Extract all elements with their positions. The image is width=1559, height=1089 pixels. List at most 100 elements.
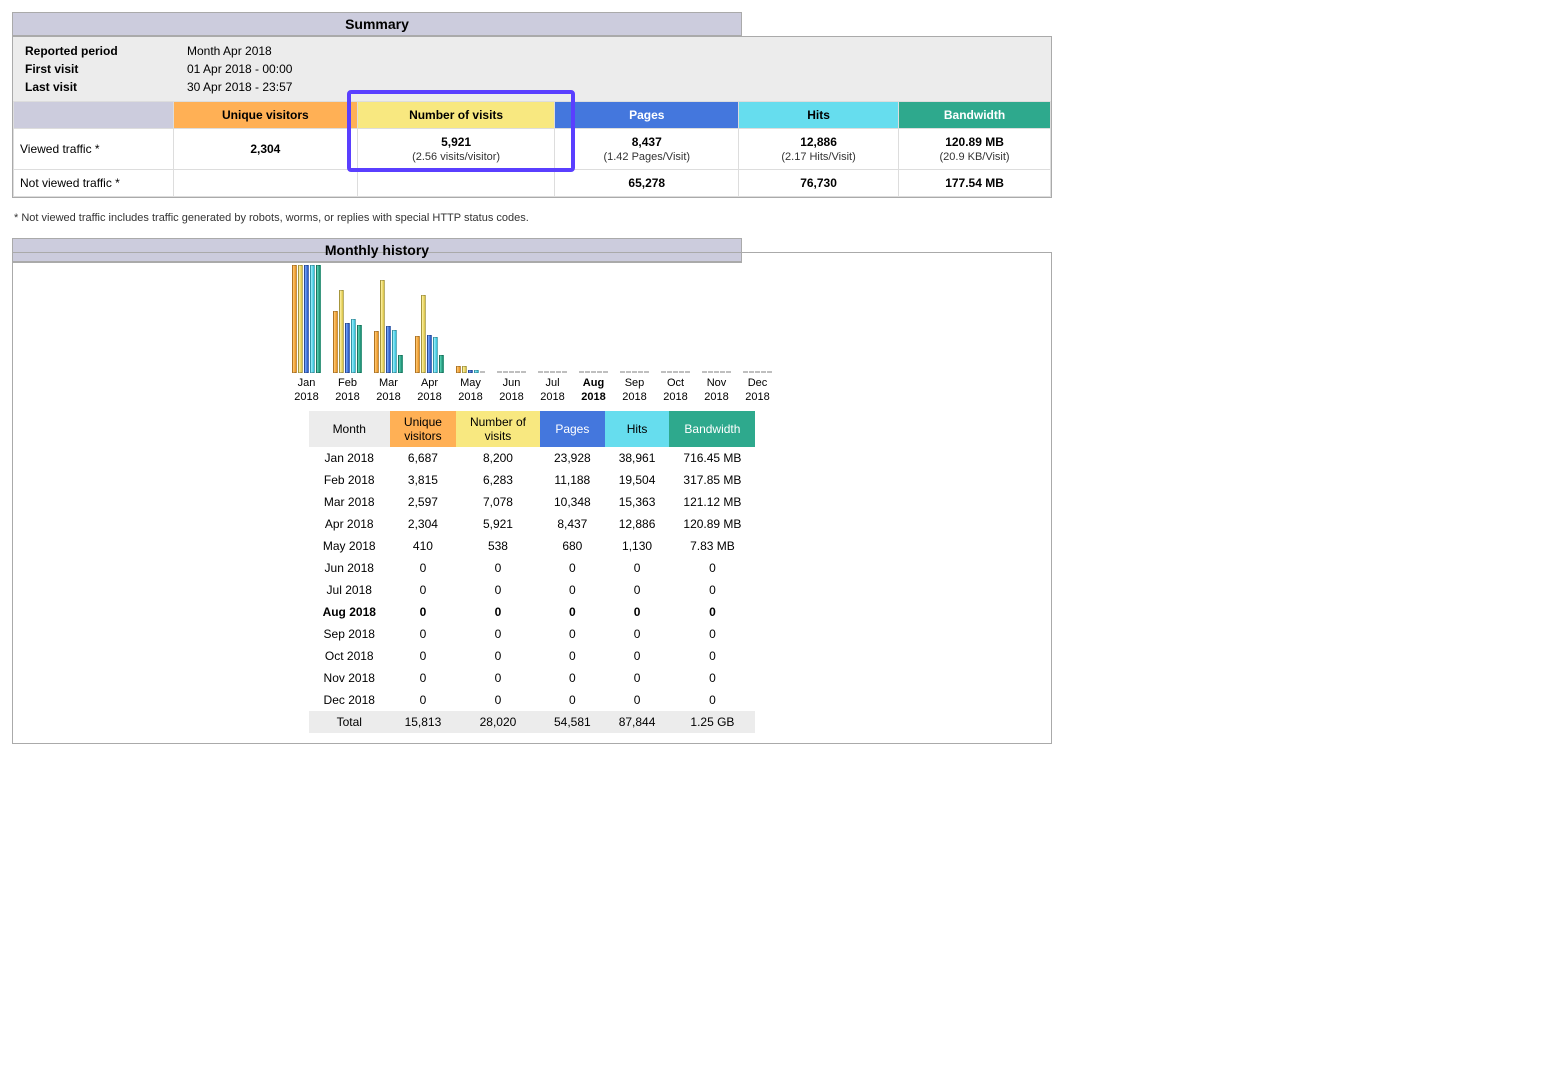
- chart-month-label: Sep2018: [620, 377, 649, 405]
- chart-month[interactable]: May2018: [456, 263, 485, 405]
- monthly-cell: 0: [456, 557, 540, 579]
- monthly-row: Jun 201800000: [309, 557, 756, 579]
- monthly-table: Month Uniquevisitors Number ofvisits Pag…: [309, 411, 756, 733]
- monthly-cell: 0: [605, 557, 670, 579]
- summary-panel: Summary Reported period Month Apr 2018 F…: [12, 12, 1052, 198]
- chart-month-label: Jul2018: [538, 377, 567, 405]
- chart-bar-hit: [556, 371, 561, 373]
- chart-month-label: Aug2018: [579, 377, 608, 405]
- monthly-cell: Sep 2018: [309, 623, 390, 645]
- monthly-row: Apr 20182,3045,9218,43712,886120.89 MB: [309, 513, 756, 535]
- monthly-cell: 0: [456, 601, 540, 623]
- chart-bar-pg: [345, 323, 350, 373]
- monthly-cell: Jul 2018: [309, 579, 390, 601]
- notviewed-hit: 76,730: [739, 170, 899, 197]
- summary-header-hit: Hits: [739, 102, 899, 129]
- notviewed-pg: 65,278: [555, 170, 739, 197]
- chart-bar-bw: [439, 355, 444, 373]
- monthly-cell: 0: [390, 667, 456, 689]
- monthly-cell: Feb 2018: [309, 469, 390, 491]
- chart-month[interactable]: Oct2018: [661, 263, 690, 405]
- summary-row-viewed: Viewed traffic * 2,304 5,921(2.56 visits…: [14, 129, 1051, 170]
- mt-header-pg: Pages: [540, 411, 605, 447]
- chart-bar-nv: [626, 371, 631, 373]
- chart-bar-uv: [538, 371, 543, 373]
- monthly-cell: 0: [540, 557, 605, 579]
- chart-bar-bw: [398, 355, 403, 373]
- monthly-cell: 1,130: [605, 535, 670, 557]
- monthly-cell: Jan 2018: [309, 447, 390, 469]
- monthly-cell: 716.45 MB: [669, 447, 755, 469]
- monthly-total-cell: 54,581: [540, 711, 605, 733]
- mt-header-nv: Number ofvisits: [456, 411, 540, 447]
- chart-bar-nv: [380, 280, 385, 373]
- summary-footnote: * Not viewed traffic includes traffic ge…: [12, 208, 1547, 238]
- viewed-uv: 2,304: [174, 129, 358, 170]
- monthly-cell: 0: [605, 667, 670, 689]
- chart-bar-hit: [433, 337, 438, 373]
- chart-bar-pg: [509, 371, 514, 373]
- chart-bar-nv: [749, 371, 754, 373]
- chart-month[interactable]: Aug2018: [579, 263, 608, 405]
- monthly-row: Aug 201800000: [309, 601, 756, 623]
- monthly-row: Feb 20183,8156,28311,18819,504317.85 MB: [309, 469, 756, 491]
- notviewed-bw: 177.54 MB: [899, 170, 1051, 197]
- chart-month[interactable]: Nov2018: [702, 263, 731, 405]
- reported-period-value: Month Apr 2018: [183, 43, 296, 59]
- summary-header-blank: [14, 102, 174, 129]
- chart-bar-uv: [456, 366, 461, 373]
- monthly-cell: 538: [456, 535, 540, 557]
- chart-bar-nv: [339, 290, 344, 373]
- chart-month[interactable]: Jun2018: [497, 263, 526, 405]
- monthly-cell: 0: [540, 623, 605, 645]
- notviewed-uv: [174, 170, 358, 197]
- monthly-cell: 0: [669, 601, 755, 623]
- monthly-cell: 0: [540, 601, 605, 623]
- monthly-cell: 6,283: [456, 469, 540, 491]
- chart-bar-nv: [544, 371, 549, 373]
- chart-month[interactable]: Jul2018: [538, 263, 567, 405]
- chart-bar-bw: [357, 325, 362, 373]
- monthly-total-cell: 28,020: [456, 711, 540, 733]
- monthly-total-cell: 1.25 GB: [669, 711, 755, 733]
- monthly-cell: 410: [390, 535, 456, 557]
- chart-month[interactable]: Dec2018: [743, 263, 772, 405]
- monthly-cell: 0: [669, 557, 755, 579]
- monthly-cell: 10,348: [540, 491, 605, 513]
- chart-month[interactable]: Feb2018: [333, 263, 362, 405]
- summary-header-bw: Bandwidth: [899, 102, 1051, 129]
- monthly-cell: 7,078: [456, 491, 540, 513]
- monthly-cell: 12,886: [605, 513, 670, 535]
- monthly-cell: 0: [390, 689, 456, 711]
- chart-bar-uv: [620, 371, 625, 373]
- monthly-cell: 0: [390, 645, 456, 667]
- monthly-row: May 20184105386801,1307.83 MB: [309, 535, 756, 557]
- chart-bar-bw: [767, 371, 772, 373]
- chart-bar-pg: [714, 371, 719, 373]
- chart-bar-uv: [579, 371, 584, 373]
- monthly-cell: Mar 2018: [309, 491, 390, 513]
- chart-bar-uv: [497, 371, 502, 373]
- chart-bar-bw: [562, 371, 567, 373]
- chart-bar-hit: [679, 371, 684, 373]
- monthly-total-cell: Total: [309, 711, 390, 733]
- chart-bar-pg: [755, 371, 760, 373]
- chart-bar-hit: [761, 371, 766, 373]
- chart-month[interactable]: Apr2018: [415, 263, 444, 405]
- monthly-cell: 8,200: [456, 447, 540, 469]
- chart-bar-hit: [351, 319, 356, 373]
- notviewed-nv: [357, 170, 555, 197]
- monthly-cell: Oct 2018: [309, 645, 390, 667]
- monthly-cell: 0: [390, 601, 456, 623]
- chart-month[interactable]: Sep2018: [620, 263, 649, 405]
- chart-month[interactable]: Jan2018: [292, 263, 321, 405]
- viewed-nv: 5,921(2.56 visits/visitor): [357, 129, 555, 170]
- monthly-row: Sep 201800000: [309, 623, 756, 645]
- chart-bar-bw: [521, 371, 526, 373]
- chart-bar-nv: [667, 371, 672, 373]
- last-visit-value: 30 Apr 2018 - 23:57: [183, 79, 296, 95]
- chart-month[interactable]: Mar2018: [374, 263, 403, 405]
- monthly-cell: 7.83 MB: [669, 535, 755, 557]
- chart-bar-pg: [427, 335, 432, 373]
- chart-bar-uv: [333, 311, 338, 373]
